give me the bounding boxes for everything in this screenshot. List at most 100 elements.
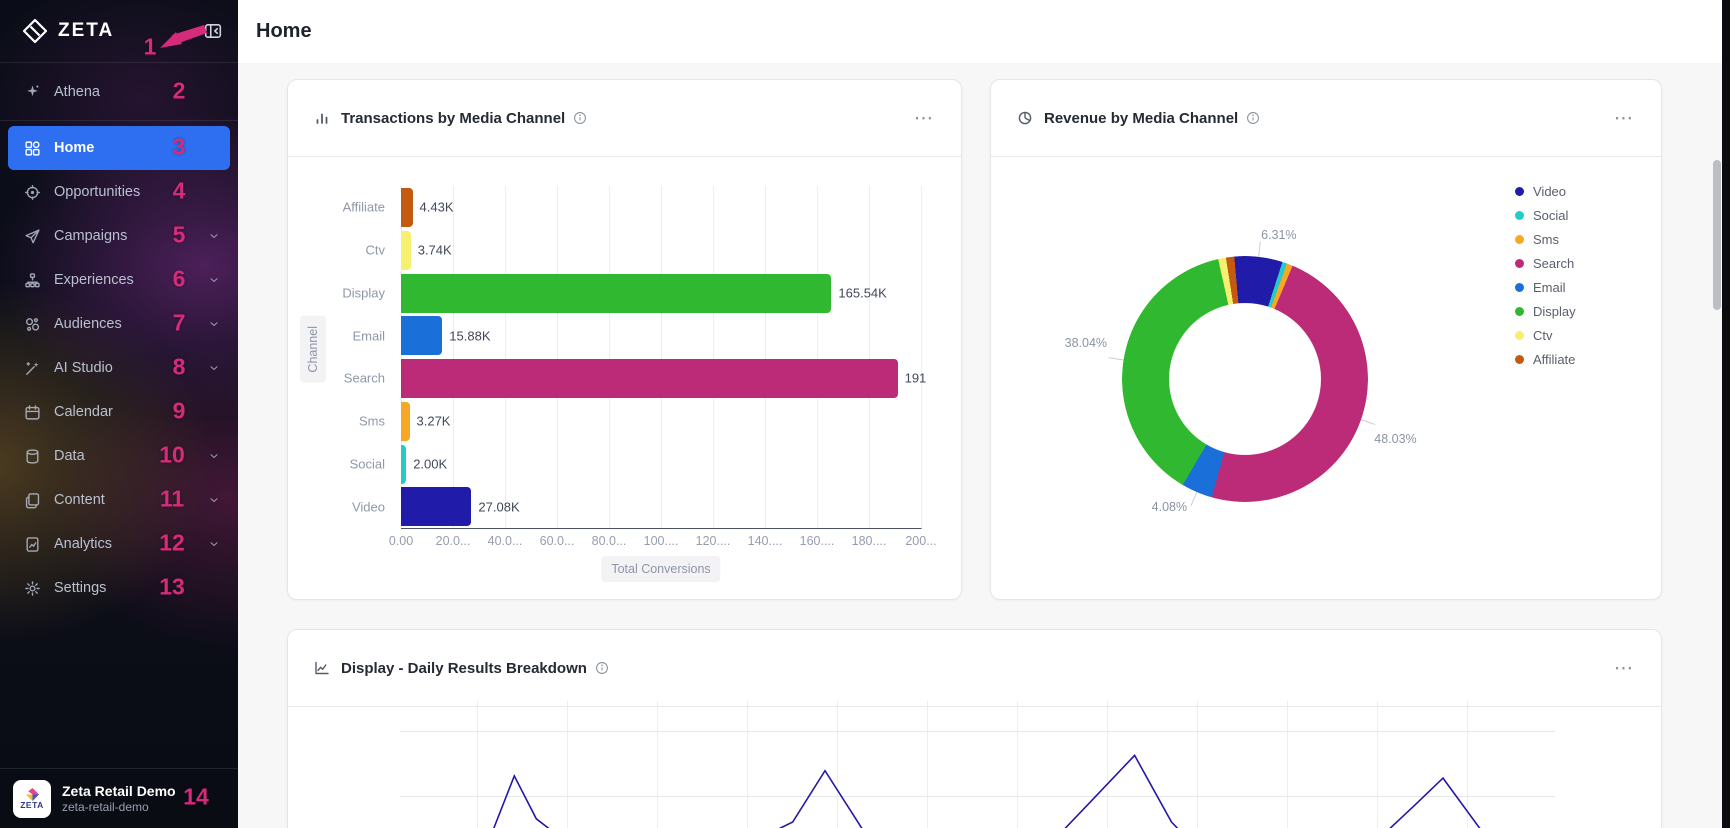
card-title: Display - Daily Results Breakdown <box>341 659 587 677</box>
legend-item-ctv[interactable]: Ctv <box>1515 323 1576 347</box>
window-right-edge <box>1722 0 1730 828</box>
audiences-icon <box>24 316 41 333</box>
legend-dot <box>1515 282 1524 292</box>
sidebar: ZETA Athena Home Opportunities Campaigns Ex… <box>0 0 238 828</box>
bar-chart-icon <box>314 110 330 126</box>
bar-category-label: Email <box>352 328 385 344</box>
legend-item-affiliate[interactable]: Affiliate <box>1515 347 1576 371</box>
sidebar-item-ai-studio[interactable]: AI Studio <box>0 346 238 390</box>
calendar-icon <box>24 404 41 421</box>
sidebar-item-analytics[interactable]: Analytics <box>0 522 238 566</box>
bar-value-label: 191 <box>904 370 927 386</box>
donut-percent-label-search: 48.03% <box>1374 432 1417 447</box>
bar-ctv <box>401 230 411 270</box>
sidebar-item-athena[interactable]: Athena <box>0 70 100 114</box>
bar-video <box>401 487 472 527</box>
logo-text: ZETA <box>58 20 115 41</box>
chevron-down-icon <box>208 538 220 550</box>
zeta-logo-icon <box>22 18 48 44</box>
x-tick-label: 140.... <box>747 534 783 548</box>
bar-category-labels: Affiliate Ctv Display Email Search Sms Social V… <box>288 186 393 528</box>
sidebar-item-home[interactable]: Home <box>8 126 230 170</box>
vertical-scrollbar-thumb[interactable] <box>1713 160 1721 310</box>
legend-item-sms[interactable]: Sms <box>1515 227 1576 251</box>
legend-dot <box>1515 330 1524 340</box>
card-header: Revenue by Media Channel ⋯ <box>991 80 1661 157</box>
card-header: Transactions by Media Channel ⋯ <box>288 80 961 157</box>
workspace-slug: zeta-retail-demo <box>62 800 149 815</box>
bar-value-label: 15.88K <box>449 328 491 344</box>
x-tick-label: 0.00 <box>388 534 414 548</box>
main-area: Home Transactions by Media Channel ⋯ Aff… <box>238 0 1730 828</box>
sidebar-item-opportunities[interactable]: Opportunities <box>0 170 238 214</box>
legend-item-search[interactable]: Search <box>1515 251 1576 275</box>
sidebar-nav: Home Opportunities Campaigns Experiences Aud… <box>0 121 238 610</box>
x-tick-label: 200... <box>905 534 937 548</box>
bar-category-label: Display <box>342 285 385 301</box>
card-menu-button[interactable]: ⋯ <box>914 107 935 129</box>
chevron-down-icon <box>208 274 220 286</box>
donut-percent-label-email: 4.08% <box>1151 499 1188 514</box>
info-icon[interactable] <box>595 661 609 675</box>
campaigns-icon <box>24 228 41 245</box>
sidebar-athena-section: Athena <box>0 63 238 121</box>
x-tick-label: 60.0... <box>539 534 575 548</box>
x-tick-label: 180.... <box>851 534 887 548</box>
card-title: Transactions by Media Channel <box>341 109 566 127</box>
experiences-icon <box>24 272 41 289</box>
card-header: Display - Daily Results Breakdown ⋯ <box>288 630 1661 707</box>
opportunities-icon <box>24 184 41 201</box>
donut-percent-label-display: 38.04% <box>1064 336 1108 351</box>
x-axis-label: Total Conversions <box>601 556 721 582</box>
gridline-10k <box>400 731 1555 732</box>
athena-icon <box>24 83 41 100</box>
donut-percent-label-video: 6.31% <box>1261 227 1297 242</box>
sidebar-item-experiences[interactable]: Experiences <box>0 258 238 302</box>
bar-sms <box>401 401 410 441</box>
legend-item-display[interactable]: Display <box>1515 299 1576 323</box>
chevron-down-icon <box>208 230 220 242</box>
card-menu-button[interactable]: ⋯ <box>1614 107 1635 129</box>
card-transactions-by-media-channel: Transactions by Media Channel ⋯ Affiliat… <box>287 79 962 600</box>
card-menu-button[interactable]: ⋯ <box>1614 657 1635 679</box>
sidebar-item-audiences[interactable]: Audiences <box>0 302 238 346</box>
legend-dot <box>1515 234 1524 244</box>
workspace-badge-text: ZETA <box>20 799 44 810</box>
home-icon <box>24 140 41 157</box>
sidebar-collapse-icon[interactable] <box>204 22 222 40</box>
x-tick-label: 80.0... <box>591 534 627 548</box>
sidebar-item-content[interactable]: Content <box>0 478 238 522</box>
legend-dot <box>1515 210 1524 220</box>
x-tick-label: 40.0... <box>487 534 523 548</box>
bar-category-label: Ctv <box>365 242 386 258</box>
x-tick-label: 160.... <box>799 534 835 548</box>
legend-dot <box>1515 306 1524 316</box>
card-revenue-by-media-channel: Revenue by Media Channel ⋯ 6.31% 38.04% 48… <box>990 79 1662 600</box>
sidebar-item-calendar[interactable]: Calendar <box>0 390 238 434</box>
workspace-badge: ZETA <box>13 779 51 818</box>
sidebar-item-campaigns[interactable]: Campaigns <box>0 214 238 258</box>
donut-chart <box>1122 256 1368 502</box>
content-icon <box>24 492 41 509</box>
legend-item-email[interactable]: Email <box>1515 275 1576 299</box>
sidebar-item-settings[interactable]: Settings <box>0 566 238 610</box>
bar-category-label: Social <box>349 456 385 472</box>
info-icon[interactable] <box>573 111 587 125</box>
sidebar-logo-row: ZETA <box>0 0 238 63</box>
bar-value-label: 165.54K <box>838 285 887 301</box>
legend-item-video[interactable]: Video <box>1515 179 1576 203</box>
settings-icon <box>24 580 41 597</box>
workspace-switcher[interactable]: ZETA Zeta Retail Demo zeta-retail-demo <box>0 768 238 828</box>
x-tick-label: 120.... <box>695 534 731 548</box>
bar-value-label: 3.27K <box>416 413 451 429</box>
sidebar-item-data[interactable]: Data <box>0 434 238 478</box>
line-chart-icon <box>314 660 330 676</box>
legend-item-social[interactable]: Social <box>1515 203 1576 227</box>
info-icon[interactable] <box>1246 111 1260 125</box>
workspace-name: Zeta Retail Demo <box>62 782 176 799</box>
analytics-icon <box>24 536 41 553</box>
bar-social <box>401 444 407 484</box>
card-title: Revenue by Media Channel <box>1044 109 1239 127</box>
ai-studio-icon <box>24 360 41 377</box>
